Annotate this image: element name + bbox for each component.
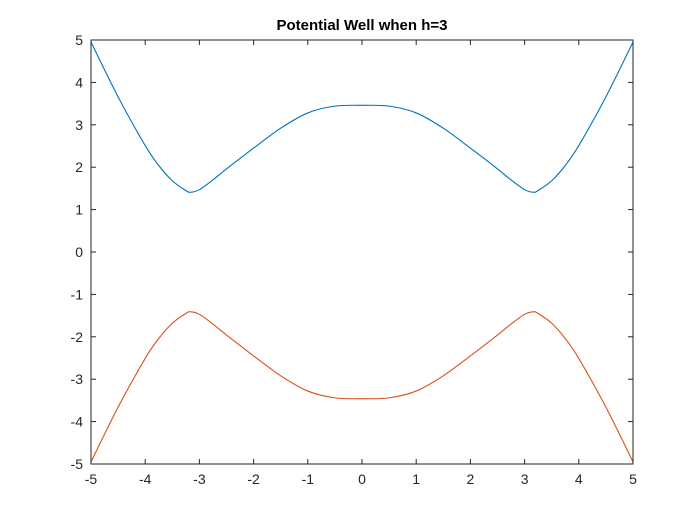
tick-layer: -5 -4 -3 -2 -1 0 1 2 3 4 5 -5 -4 -3 -2 -1 0 1 2 3 4 5 <box>71 32 638 487</box>
series-line-2 <box>90 311 634 463</box>
y-tick-label: 1 <box>75 202 83 218</box>
x-tick-label: -1 <box>302 471 315 487</box>
x-tick-label: 5 <box>629 471 637 487</box>
y-tick-label: 4 <box>75 74 83 90</box>
y-tick-label: 2 <box>75 159 83 175</box>
x-tick-label: 0 <box>358 471 366 487</box>
plot-frame <box>90 39 634 465</box>
y-tick-label: -5 <box>71 456 84 472</box>
x-tick-label: -2 <box>247 471 260 487</box>
chart-title: Potential Well when h=3 <box>276 17 447 34</box>
series-layer <box>90 41 634 463</box>
y-tick-label: -2 <box>71 329 84 345</box>
x-tick-label: -5 <box>85 471 98 487</box>
y-tick-label: -3 <box>71 371 84 387</box>
series-line-1 <box>90 41 634 193</box>
x-tick-label: 3 <box>521 471 529 487</box>
x-tick-label: -4 <box>139 471 152 487</box>
y-tick-label: 5 <box>75 32 83 48</box>
y-tick-label: -1 <box>71 286 84 302</box>
x-tick-label: 1 <box>412 471 420 487</box>
x-tick-label: -3 <box>193 471 206 487</box>
x-tick-label: 4 <box>575 471 583 487</box>
y-tick-label: 3 <box>75 117 83 133</box>
x-tick-label: 2 <box>467 471 475 487</box>
y-tick-label: 0 <box>75 244 83 260</box>
y-tick-label: -4 <box>71 414 84 430</box>
